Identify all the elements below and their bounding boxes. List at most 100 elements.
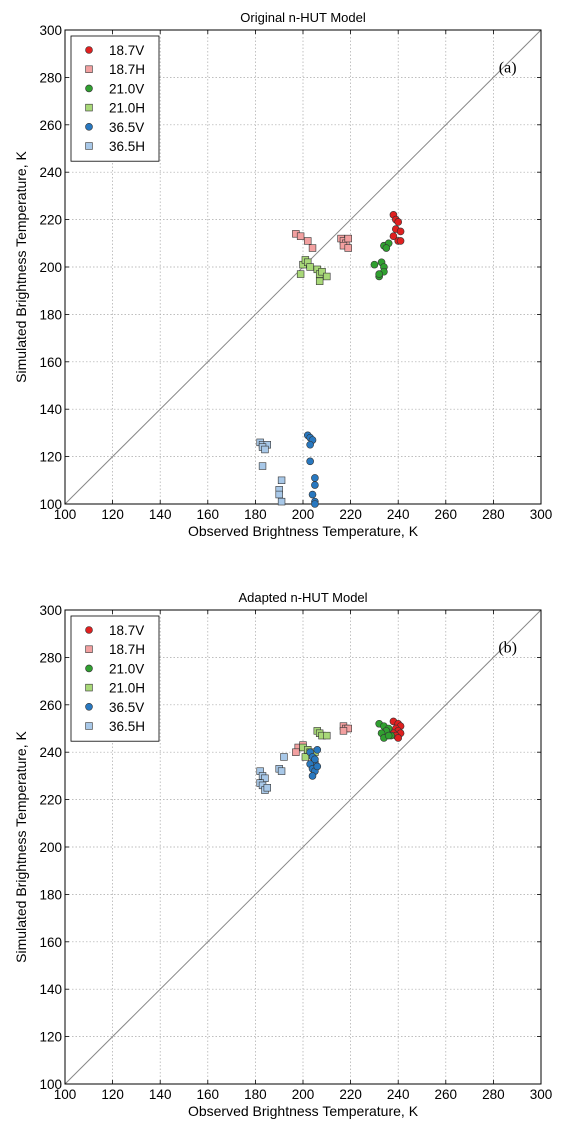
legend-entry: 36.5H: [109, 139, 145, 154]
y-tick-label: 200: [39, 840, 62, 855]
grid-lines: [65, 610, 541, 1084]
y-tick-label: 220: [39, 793, 62, 808]
data-point: [306, 440, 314, 449]
x-tick-label: 120: [101, 1087, 124, 1102]
legend-entry: 36.5V: [109, 120, 144, 135]
x-tick-label: 280: [482, 1087, 505, 1102]
y-tick-label: 280: [39, 650, 62, 665]
data-point: [306, 457, 314, 466]
y-tick-label: 220: [39, 213, 62, 228]
y-tick-label: 260: [39, 118, 62, 133]
legend-entry: 21.0H: [109, 681, 145, 696]
x-tick-label: 180: [244, 507, 267, 522]
y-tick-label: 300: [39, 603, 62, 618]
data-point: [277, 497, 286, 506]
legend-marker: [85, 65, 93, 73]
x-tick-label: 220: [339, 1087, 362, 1102]
data-point: [323, 731, 331, 740]
legend-marker: [85, 722, 93, 730]
data-point: [323, 272, 331, 281]
data-point: [375, 270, 383, 278]
series-36.5H: [256, 438, 286, 506]
y-tick-label: 240: [39, 745, 62, 760]
data-point: [339, 727, 348, 735]
y-tick-label: 200: [39, 260, 62, 275]
y-tick-label: 120: [39, 450, 62, 465]
series-18.7H: [292, 230, 352, 252]
data-point: [261, 774, 269, 782]
x-tick-label: 180: [244, 1087, 267, 1102]
x-tick-label: 260: [435, 507, 458, 522]
series-21.0V: [375, 719, 395, 742]
x-tick-label: 220: [339, 507, 362, 522]
data-point: [258, 462, 267, 470]
legend-entry: 36.5H: [109, 719, 145, 734]
data-point: [396, 227, 405, 236]
legend: 18.7V 18.7H 21.0V 21.0H 36.5V 36.5H: [70, 35, 160, 162]
legend-box: [70, 615, 160, 742]
data-point: [382, 244, 391, 252]
legend-entry: 18.7V: [109, 43, 144, 58]
data-point: [296, 232, 305, 240]
legend-entry: 36.5V: [109, 700, 144, 715]
y-tick-label: 160: [39, 935, 62, 950]
series-21.0V: [370, 239, 393, 281]
data-point: [275, 490, 283, 499]
data-point: [344, 234, 352, 243]
legend-marker: [85, 645, 93, 653]
legend-marker: [85, 46, 93, 54]
chart-panel-2: Adapted n-HUT Model 100 120 140 160 180 200 220…: [13, 590, 552, 1119]
y-tick-label: 140: [39, 402, 62, 417]
legend-entry: 18.7H: [109, 642, 145, 657]
legend-marker: [85, 84, 93, 93]
x-tick-label: 260: [435, 1087, 458, 1102]
y-tick-label: 260: [39, 698, 62, 713]
y-tick-label: 100: [39, 497, 62, 512]
data-point: [296, 270, 305, 278]
data-point: [313, 762, 322, 771]
legend-entry: 21.0V: [109, 81, 144, 96]
data-point: [315, 277, 324, 285]
chart-title: Adapted n-HUT Model: [238, 590, 367, 605]
y-tick-label: 300: [39, 23, 62, 38]
legend-entry: 21.0V: [109, 661, 144, 676]
data-point: [384, 731, 393, 740]
data-point: [389, 232, 398, 240]
panel-label: (a): [499, 60, 517, 77]
data-point: [311, 481, 319, 489]
y-axis-label: Simulated Brightness Temperature, K: [13, 151, 29, 383]
x-tick-label: 240: [387, 1087, 410, 1102]
data-point: [311, 500, 319, 508]
y-tick-label: 180: [39, 307, 62, 322]
data-point: [261, 445, 269, 454]
data-point: [394, 218, 403, 226]
x-tick-label: 140: [149, 507, 172, 522]
x-tick-label: 140: [149, 1087, 172, 1102]
legend: 18.7V 18.7H 21.0V 21.0H 36.5V 36.5H: [70, 615, 160, 742]
data-point: [280, 753, 288, 761]
data-point: [344, 244, 352, 252]
y-tick-label: 120: [39, 1030, 62, 1045]
x-tick-label: 200: [292, 1087, 315, 1102]
x-tick-label: 300: [530, 507, 553, 522]
data-point: [304, 237, 312, 245]
y-tick-label: 280: [39, 70, 62, 85]
data-point: [311, 755, 319, 764]
y-tick-label: 180: [39, 887, 62, 902]
series-21.0H: [296, 256, 331, 285]
legend-marker: [85, 123, 93, 131]
chart-title: Original n-HUT Model: [240, 10, 366, 25]
y-tick-label: 240: [39, 165, 62, 180]
legend-marker: [85, 626, 93, 634]
x-tick-label: 300: [530, 1087, 553, 1102]
y-tick-label: 140: [39, 982, 62, 997]
data-point: [370, 260, 379, 269]
series-36.5V: [303, 431, 319, 508]
data-point: [394, 734, 403, 742]
legend-entry: 21.0H: [109, 101, 145, 116]
data-point: [396, 237, 405, 245]
data-point: [311, 474, 319, 482]
data-point: [313, 746, 322, 754]
